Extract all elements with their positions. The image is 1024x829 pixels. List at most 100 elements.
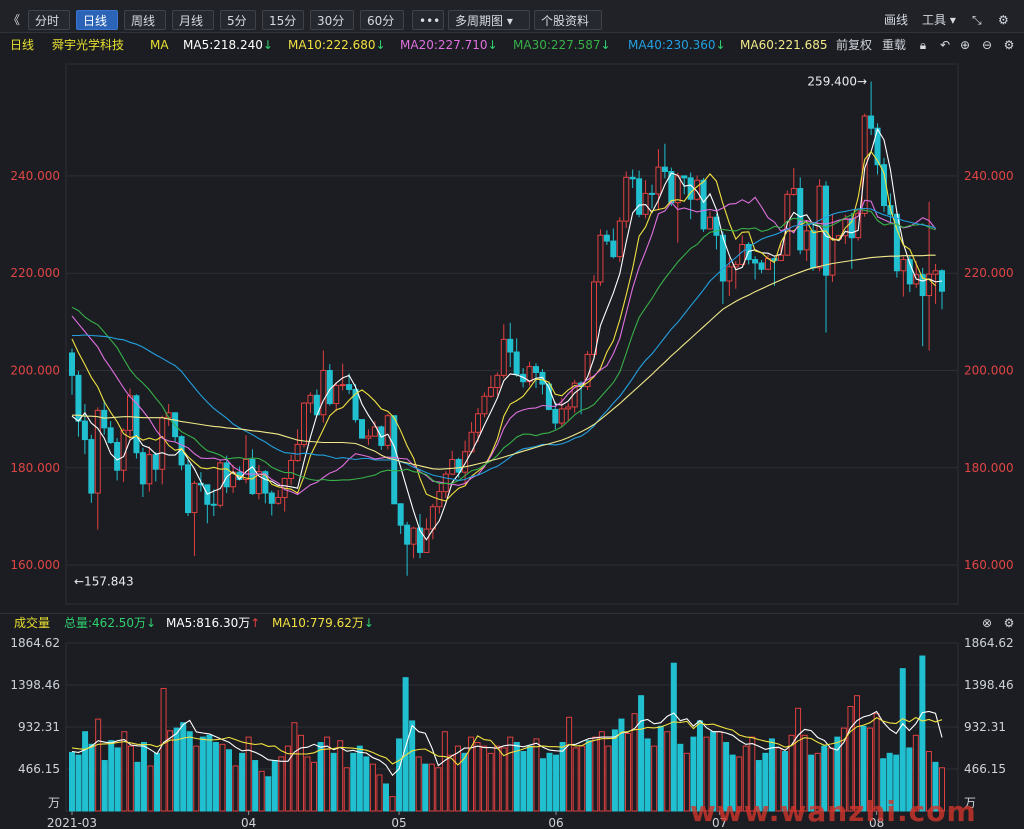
down-arrow-icon: ↓ — [487, 38, 498, 52]
tools-menu[interactable]: 工具 ▾ — [922, 10, 956, 30]
lock-icon[interactable]: 🔒︎ — [919, 38, 927, 52]
ma30-value: MA30:227.587↓ — [513, 34, 611, 56]
down-arrow-icon: ↓ — [600, 38, 611, 52]
chart-settings-icon[interactable]: ⚙ — [1003, 38, 1015, 52]
volume-bar-up — [742, 745, 749, 812]
y-tick-left: 200.000 — [10, 363, 60, 377]
volume-bar-down — [396, 738, 403, 812]
volume-bar-down — [265, 776, 272, 812]
volume-bar-up — [579, 745, 586, 812]
tab-5min[interactable]: 5分 — [220, 10, 256, 30]
volume-y-tick-right: 1398.46 — [964, 678, 1014, 692]
stock-profile-button[interactable]: 个股资料 — [534, 10, 602, 30]
tab-60min[interactable]: 60分 — [360, 10, 404, 30]
candle-down — [603, 234, 610, 242]
volume-settings-icon[interactable]: ⚙ — [1003, 616, 1015, 630]
candle-up — [146, 454, 153, 485]
candle-down — [249, 459, 256, 495]
volume-bar-up — [847, 705, 854, 812]
volume-bar-up — [258, 770, 265, 812]
volume-bar-up — [598, 731, 605, 812]
ma-line-ma30 — [71, 208, 936, 484]
candle-down — [223, 462, 230, 488]
volume-bar-up — [468, 736, 475, 812]
tab-intraday[interactable]: 分时 — [28, 10, 70, 30]
volume-bar-down — [768, 738, 775, 812]
volume-bar-up — [775, 747, 782, 812]
candle-down — [152, 454, 159, 470]
x-tick-label: 08 — [869, 816, 884, 829]
settings-icon[interactable]: ⚙ — [998, 13, 1009, 27]
down-arrow-icon: ↓ — [146, 616, 157, 630]
tools-label: 工具 — [922, 13, 947, 27]
candle-up — [191, 482, 198, 514]
volume-bar-down — [317, 742, 324, 812]
candle-up — [475, 413, 481, 433]
volume-bar-up — [736, 756, 743, 812]
volume-bar-down — [134, 761, 141, 812]
candle-up — [255, 471, 262, 495]
volume-bar-down — [212, 742, 219, 812]
more-button[interactable]: ••• — [412, 10, 444, 30]
candle-down — [262, 471, 269, 494]
volume-bar-down — [520, 751, 527, 812]
volume-chart[interactable]: 1864.62 1864.62 1398.46 1398.46 932.31 932.31… — [0, 631, 1024, 829]
candle-up — [494, 374, 501, 389]
volume-bar-up — [939, 767, 945, 812]
draw-button[interactable]: 画线 — [884, 13, 909, 27]
candle-down — [533, 366, 539, 373]
overlay-button[interactable]: 重载 — [882, 38, 907, 52]
candle-up — [642, 192, 649, 215]
candle-down — [752, 259, 759, 264]
candle-down — [636, 178, 643, 215]
volume-bar-down — [657, 725, 664, 812]
volume-bar-up — [147, 765, 154, 812]
collapse-icon[interactable]: 《 — [8, 13, 21, 27]
volume-bar-down — [899, 668, 906, 812]
y-tick-right: 220.000 — [964, 266, 1014, 280]
candle-down — [919, 274, 926, 297]
candle-up — [294, 443, 301, 461]
undo-icon[interactable]: ↶ — [939, 38, 951, 52]
volume-bar-up — [853, 695, 860, 812]
fullscreen-icon[interactable]: ⤡ — [972, 13, 982, 27]
tab-monthly[interactable]: 月线 — [172, 10, 214, 30]
volume-bar-up — [245, 736, 252, 812]
volume-bar-down — [101, 760, 108, 812]
volume-bar-up — [788, 734, 795, 812]
volume-bar-down — [180, 722, 187, 812]
volume-bar-down — [690, 736, 697, 812]
candle-down — [197, 482, 204, 486]
tab-30min[interactable]: 30分 — [310, 10, 354, 30]
volume-bar-down — [513, 742, 520, 812]
tab-daily[interactable]: 日线 — [76, 10, 118, 30]
y-tick-right: 160.000 — [964, 558, 1014, 572]
volume-bar-up — [749, 736, 756, 812]
y-tick-right: 180.000 — [964, 461, 1014, 475]
close-icon[interactable]: ⊗ — [981, 616, 993, 630]
tab-15min[interactable]: 15分 — [262, 10, 304, 30]
volume-bar-up — [389, 796, 396, 812]
multi-period-dropdown[interactable]: 多周期图 ▾ — [448, 10, 530, 30]
candle-down — [713, 216, 720, 236]
tab-weekly[interactable]: 周线 — [124, 10, 166, 30]
volume-bar-down — [821, 745, 828, 812]
zoom-in-icon[interactable]: ⊕ — [959, 38, 971, 52]
volume-bar-up — [297, 734, 304, 812]
volume-bar-down — [225, 749, 232, 812]
volume-total-label: 总量:462.50万 — [64, 616, 147, 630]
volume-y-tick-left: 466.15 — [18, 762, 60, 776]
candle-up — [481, 395, 488, 415]
price-chart[interactable]: 240.000 240.000 220.000 220.000 200.000 200.0… — [0, 56, 1024, 612]
candle-up — [423, 528, 430, 553]
volume-y-tick-right: 466.15 — [964, 762, 1006, 776]
adjust-button[interactable]: 前复权 — [836, 38, 873, 52]
top-toolbar: 《 分时 日线 周线 月线 5分 15分 30分 60分 ••• 多周期图 ▾ … — [0, 0, 1024, 33]
candle-down — [352, 388, 359, 421]
y-tick-left: 220.000 — [10, 266, 60, 280]
candle-down — [507, 338, 514, 353]
zoom-out-icon[interactable]: ⊖ — [981, 38, 993, 52]
volume-bar-down — [154, 752, 161, 812]
volume-bar-down — [762, 752, 769, 812]
candle-down — [629, 176, 636, 180]
